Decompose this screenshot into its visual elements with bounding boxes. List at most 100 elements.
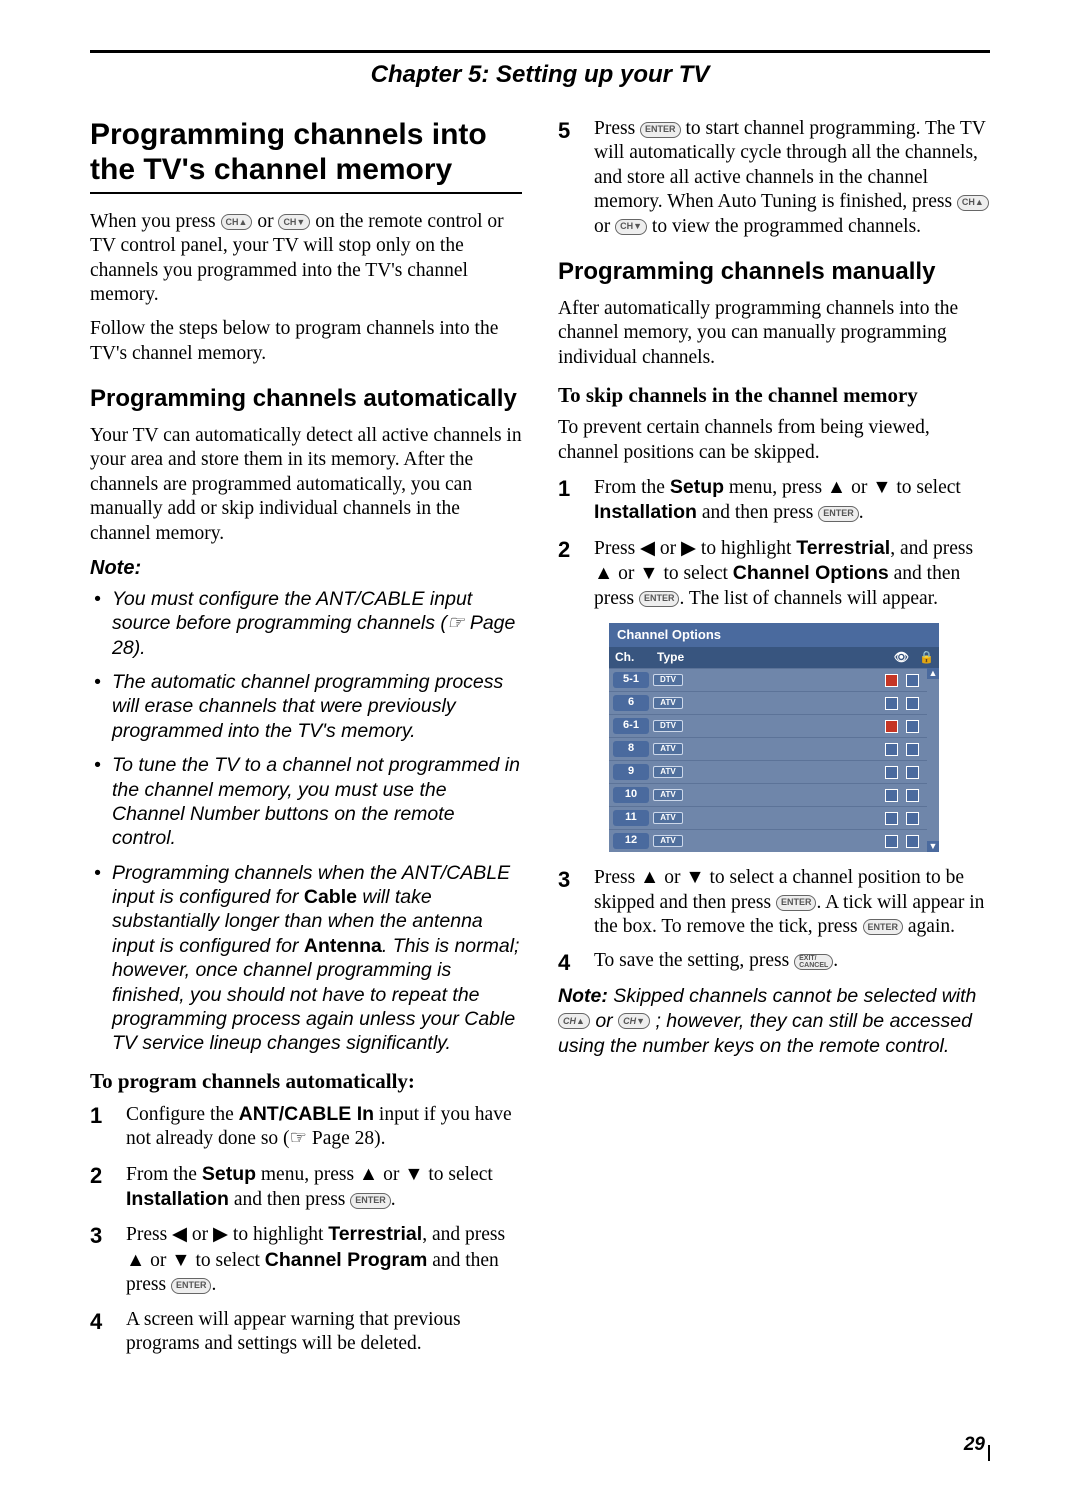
step: Press ◀ or ▶ to highlight Terrestrial, a… [558,536,990,611]
bold-text: Setup [202,1163,256,1185]
note-item: To tune the TV to a channel not programm… [90,753,522,851]
auto-steps-continued: Press ENTER to start channel programming… [558,117,990,239]
osd-rows: 5-1DTV6ATV6-1DTV8ATV9ATV10ATV11ATV12ATV [609,668,927,852]
bold-text: Cable [304,886,357,908]
text: From the [126,1164,202,1185]
step: Press ▲ or ▼ to select a channel positio… [558,866,990,939]
osd-col-icons: 👁 🔒 [889,647,939,668]
enter-icon: ENTER [818,506,859,522]
osd-view-box [885,835,898,848]
text: You must configure the ANT/CABLE input s… [112,588,472,634]
note-label: Note: [558,985,608,1007]
text: or [590,1010,618,1032]
text: Page 28). [307,1128,386,1149]
note-list: You must configure the ANT/CABLE input s… [90,587,522,1056]
osd-view-box [885,766,898,779]
enter-icon: ENTER [350,1193,391,1209]
step: Press ENTER to start channel programming… [558,117,990,239]
osd-row: 9 ATV [609,760,927,783]
enter-icon: ENTER [776,895,817,911]
enter-icon: ENTER [863,919,904,935]
text: to view the programmed channels. [647,216,921,237]
manual-steps-continued: Press ▲ or ▼ to select a channel positio… [558,866,990,974]
text: and then press [229,1189,350,1210]
step: Configure the ANT/CABLE In input if you … [90,1102,522,1152]
lock-icon: 🔒 [919,650,934,665]
text: To save the setting, press [594,950,794,971]
osd-checkboxes [877,674,927,687]
osd-checkboxes [877,720,927,733]
osd-view-box [885,697,898,710]
ch-down-icon: CH▼ [278,214,310,230]
osd-view-box [885,812,898,825]
osd-type: ATV [653,789,683,801]
osd-lock-box [906,812,919,825]
osd-ch: 11 [613,810,649,826]
osd-lock-box [906,789,919,802]
osd-lock-box [906,766,919,779]
bold-text: Channel Options [733,562,889,584]
osd-row: 10ATV [609,783,927,806]
osd-row: 11ATV [609,806,927,829]
step: From the Setup menu, press ▲ or ▼ to sel… [558,475,990,526]
osd-checkboxes [877,812,927,825]
ch-up-icon: CH▲ [221,214,253,230]
ch-down-icon: CH▼ [618,1013,650,1029]
skip-paragraph: To prevent certain channels from being v… [558,416,990,465]
section-title: Programming channels into the TV's chann… [90,117,522,188]
enter-icon: ENTER [171,1278,212,1294]
top-rule [90,50,990,53]
ch-up-icon: CH▲ [957,195,989,211]
page-number-rule [988,1445,990,1461]
ch-down-icon: CH▼ [615,219,647,235]
bold-text: ANT/CABLE In [239,1103,374,1125]
text: again. [903,916,955,937]
subheading-skip: To skip channels in the channel memory [558,382,990,408]
text: Skipped channels cannot be selected with [608,985,977,1007]
text: or [257,211,278,232]
osd-ch: 5-1 [613,672,649,688]
text: When you press [90,211,221,232]
pointer-icon: ☞ [290,1128,307,1149]
osd-checkboxes [877,743,927,756]
note-heading: Note: [90,556,522,581]
section-rule [90,192,522,194]
scroll-down-icon: ▼ [927,841,939,852]
eye-icon: 👁 [894,650,909,665]
osd-checkboxes [877,789,927,802]
osd-type: ATV [653,697,683,709]
enter-icon: ENTER [639,591,680,607]
osd-ch: 9 [613,764,649,780]
right-column: Press ENTER to start channel programming… [558,117,990,1366]
osd-title: Channel Options [609,623,939,647]
bold-text: Terrestrial [796,537,890,559]
chapter-title: Chapter 5: Setting up your TV [90,61,990,89]
osd-checkboxes [877,697,927,710]
manual-paragraph: After automatically programming channels… [558,297,990,370]
osd-lock-box [906,674,919,687]
text: Configure the [126,1104,239,1125]
text: . The list of channels will appear. [679,588,938,609]
note-item: You must configure the ANT/CABLE input s… [90,587,522,660]
osd-row: 5-1DTV [609,668,927,691]
step: A screen will appear warning that previo… [90,1308,522,1357]
osd-lock-box [906,697,919,710]
auto-steps: Configure the ANT/CABLE In input if you … [90,1102,522,1356]
osd-view-box [885,743,898,756]
osd-ch: 6-1 [613,718,649,734]
scroll-up-icon: ▲ [927,668,939,679]
osd-type: ATV [653,766,683,778]
osd-header: Ch. Type 👁 🔒 [609,647,939,668]
bold-text: Antenna [304,935,382,957]
text: menu, press ▲ or ▼ to select [724,477,961,498]
text: Press ◀ or ▶ to highlight [594,538,796,559]
intro-paragraph-2: Follow the steps below to program channe… [90,317,522,366]
osd-scrollbar: ▲ ▼ [927,668,939,852]
osd-row: 6ATV [609,691,927,714]
manual-steps: From the Setup menu, press ▲ or ▼ to sel… [558,475,990,611]
ch-up-icon: CH▲ [558,1013,590,1029]
note-item: The automatic channel programming proces… [90,670,522,743]
step: Press ◀ or ▶ to highlight Terrestrial, a… [90,1222,522,1297]
subheading-manual: Programming channels manually [558,257,990,287]
osd-ch: 8 [613,741,649,757]
